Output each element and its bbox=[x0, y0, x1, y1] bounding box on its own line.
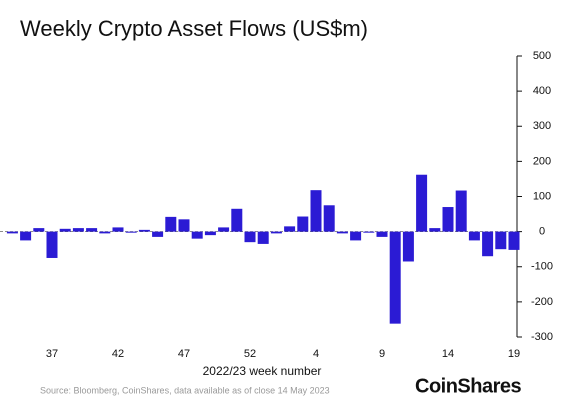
bar bbox=[46, 231, 58, 258]
brand-logo: CoinShares bbox=[415, 375, 522, 397]
bar bbox=[257, 231, 269, 244]
bar bbox=[33, 228, 45, 232]
bar bbox=[468, 231, 480, 241]
x-tick-label: 47 bbox=[178, 348, 190, 360]
bar bbox=[363, 231, 375, 233]
bar bbox=[376, 231, 388, 237]
x-tick-label: 14 bbox=[442, 348, 454, 360]
bar bbox=[350, 231, 362, 241]
bar bbox=[244, 231, 256, 243]
bar bbox=[59, 228, 71, 232]
bar bbox=[336, 231, 348, 234]
bar bbox=[178, 219, 190, 232]
bar bbox=[416, 174, 428, 232]
bar bbox=[20, 231, 32, 241]
bar bbox=[270, 231, 282, 234]
x-tick-label: 37 bbox=[46, 348, 58, 360]
bar bbox=[231, 208, 243, 232]
y-tick-label: 100 bbox=[533, 190, 551, 202]
bar bbox=[99, 231, 111, 234]
y-tick-label: 0 bbox=[539, 226, 545, 238]
bar bbox=[218, 227, 230, 232]
bar bbox=[455, 190, 467, 232]
bar bbox=[284, 226, 296, 232]
y-tick-label: 400 bbox=[533, 85, 551, 97]
source-note: Source: Bloomberg, CoinShares, data avai… bbox=[40, 385, 330, 395]
bar bbox=[86, 228, 98, 232]
bar bbox=[508, 231, 520, 250]
bar bbox=[152, 231, 164, 237]
bar bbox=[165, 216, 177, 232]
bar bbox=[112, 227, 124, 232]
bar bbox=[72, 228, 84, 232]
y-tick-label: -300 bbox=[531, 331, 553, 343]
bar bbox=[429, 228, 441, 232]
bar bbox=[204, 231, 216, 236]
y-tick-label: 300 bbox=[533, 120, 551, 132]
x-tick-label: 52 bbox=[244, 348, 256, 360]
bar bbox=[6, 231, 18, 234]
y-tick-label: 500 bbox=[533, 50, 551, 62]
bar bbox=[310, 190, 322, 232]
bar bbox=[297, 216, 309, 232]
chart-title: Weekly Crypto Asset Flows (US$m) bbox=[20, 16, 368, 41]
bar bbox=[389, 231, 401, 324]
y-tick-label: 200 bbox=[533, 155, 551, 167]
x-tick-label: 4 bbox=[313, 348, 319, 360]
bar bbox=[138, 229, 150, 232]
bar bbox=[442, 207, 454, 232]
bar bbox=[402, 231, 414, 262]
bar bbox=[323, 205, 335, 232]
bar bbox=[482, 231, 494, 257]
x-tick-label: 19 bbox=[508, 348, 520, 360]
bar bbox=[125, 231, 137, 233]
y-tick-label: -100 bbox=[531, 261, 553, 273]
x-tick-label: 42 bbox=[112, 348, 124, 360]
bar bbox=[495, 231, 507, 250]
bar bbox=[191, 231, 203, 239]
x-axis-label: 2022/23 week number bbox=[203, 364, 322, 378]
x-tick-label: 9 bbox=[379, 348, 385, 360]
y-tick-label: -200 bbox=[531, 296, 553, 308]
